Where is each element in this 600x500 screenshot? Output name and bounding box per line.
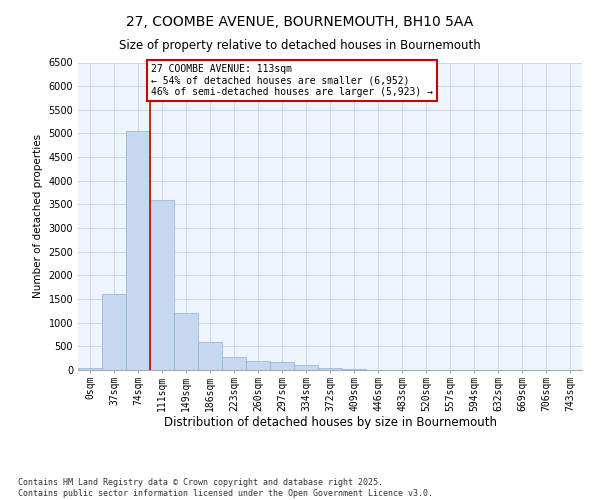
Text: Contains HM Land Registry data © Crown copyright and database right 2025.
Contai: Contains HM Land Registry data © Crown c… bbox=[18, 478, 433, 498]
Bar bbox=[342, 369, 366, 370]
Text: 27 COOMBE AVENUE: 113sqm
← 54% of detached houses are smaller (6,952)
46% of sem: 27 COOMBE AVENUE: 113sqm ← 54% of detach… bbox=[151, 64, 433, 97]
Bar bbox=[78, 368, 102, 370]
Y-axis label: Number of detached properties: Number of detached properties bbox=[33, 134, 43, 298]
Text: 27, COOMBE AVENUE, BOURNEMOUTH, BH10 5AA: 27, COOMBE AVENUE, BOURNEMOUTH, BH10 5AA bbox=[127, 15, 473, 29]
Bar bbox=[174, 313, 198, 370]
Bar bbox=[222, 357, 246, 370]
Bar bbox=[198, 342, 222, 370]
Bar bbox=[150, 200, 174, 370]
Bar bbox=[126, 131, 150, 370]
Bar bbox=[270, 362, 294, 370]
X-axis label: Distribution of detached houses by size in Bournemouth: Distribution of detached houses by size … bbox=[163, 416, 497, 430]
Text: Size of property relative to detached houses in Bournemouth: Size of property relative to detached ho… bbox=[119, 38, 481, 52]
Bar bbox=[318, 368, 342, 370]
Bar bbox=[102, 294, 126, 370]
Bar bbox=[246, 360, 270, 370]
Bar bbox=[294, 365, 318, 370]
